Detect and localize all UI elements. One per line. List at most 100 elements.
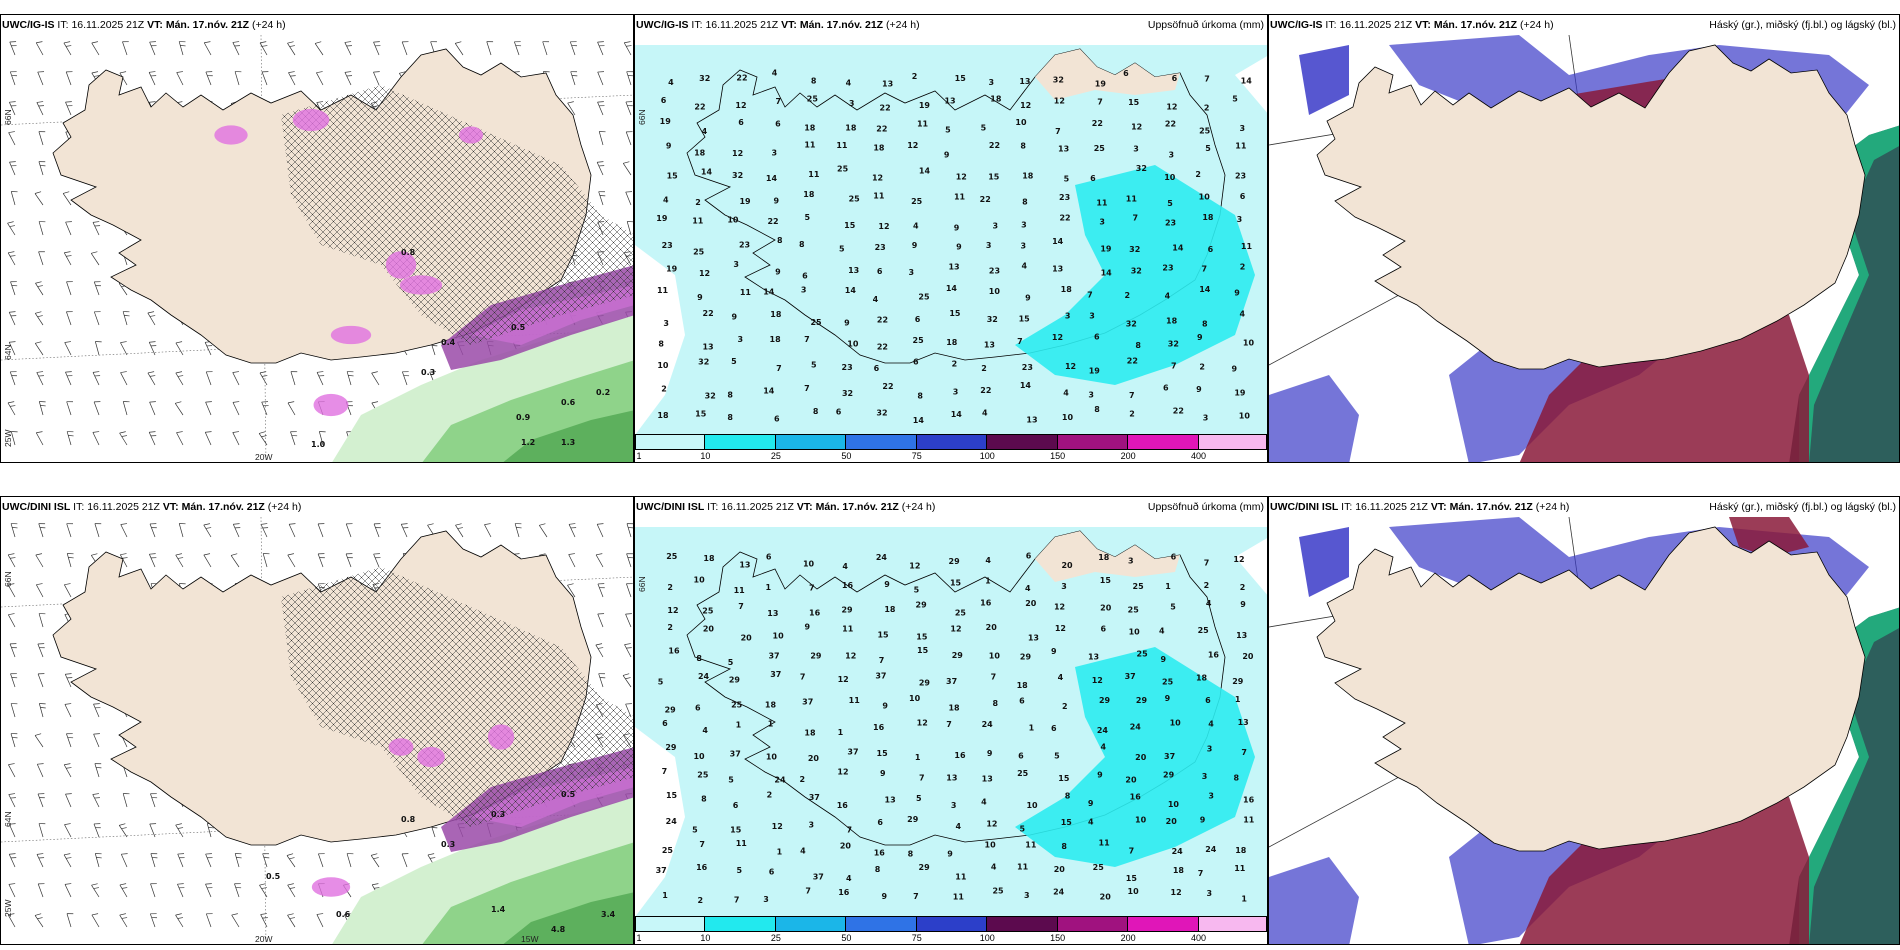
precip-value-label: 9 xyxy=(912,241,918,250)
colorbar-segment xyxy=(775,434,847,450)
precip-value-label: 11 xyxy=(1099,838,1111,847)
precip-value-label: 13 xyxy=(944,96,955,105)
precip-title: Uppsöfnuð úrkoma (mm) xyxy=(1147,501,1264,513)
precip-value-label: 13 xyxy=(767,609,778,618)
precip-value-label: 7 xyxy=(776,97,782,106)
precip-value-label: 12 xyxy=(732,149,743,158)
precip-value-label: 24 xyxy=(876,553,888,562)
precip-value-label: 15 xyxy=(877,630,889,639)
precip-value-label: 3 xyxy=(1133,144,1139,153)
precip-value-label: 22 xyxy=(1165,120,1176,129)
precip-value-label: 29 xyxy=(919,863,931,872)
snow-value-label: 0.2 xyxy=(596,388,610,397)
precip-value-label: 6 xyxy=(1094,332,1100,341)
precip-value-label: 7 xyxy=(804,335,810,344)
precip-value-label: 15 xyxy=(988,172,1000,181)
precip-value-label: 10 xyxy=(727,216,739,225)
precip-value-label: 11 xyxy=(1243,815,1255,824)
snow-value-label: 4.8 xyxy=(551,925,566,934)
precip-value-label: 7 xyxy=(1171,362,1177,371)
precip-value-label: 1 xyxy=(1241,895,1247,904)
precip-value-label: 2 xyxy=(1129,409,1135,418)
precip-value-label: 19 xyxy=(656,214,668,223)
snow-value-label: 0.5 xyxy=(511,323,526,332)
panel-header: UWC/DINI ISL IT: 16.11.2025 21Z VT: Mán.… xyxy=(636,501,936,513)
precip-value-label: 16 xyxy=(838,888,850,897)
precip-value-label: 10 xyxy=(1015,118,1027,127)
precip-value-label: 19 xyxy=(660,117,672,126)
precip-value-label: 23 xyxy=(842,363,853,372)
colorbar-tick-label: 100 xyxy=(979,451,995,461)
precip-value-label: 25 xyxy=(693,248,705,257)
precip-value-label: 3 xyxy=(663,319,669,328)
precip-value-label: 20 xyxy=(986,623,998,632)
precip-value-label: 12 xyxy=(1131,123,1142,132)
precip-value-label: 7 xyxy=(804,384,810,393)
precip-value-label: 6 xyxy=(1172,74,1178,83)
precip-value-label: 7 xyxy=(1129,846,1135,855)
precip-value-label: 15 xyxy=(667,172,679,181)
precip-value-label: 29 xyxy=(907,815,919,824)
precip-value-label: 25 xyxy=(849,195,861,204)
precip-value-label: 8 xyxy=(1061,842,1067,851)
colorbar-tick-label: 1 xyxy=(636,933,642,943)
precip-value-label: 6 xyxy=(802,272,808,281)
precip-value-label: 18 xyxy=(1061,285,1073,294)
precip-value-label: 11 xyxy=(692,216,704,225)
precip-value-label: 18 xyxy=(1235,846,1247,855)
snow-value-label: 0.8 xyxy=(401,248,416,257)
precip-value-label: 7 xyxy=(913,892,919,901)
precip-value-label: 6 xyxy=(1208,245,1214,254)
precip-value-label: 13 xyxy=(946,774,957,783)
precip-value-label: 25 xyxy=(731,700,743,709)
precip-value-label: 9 xyxy=(956,242,962,251)
precip-value-label: 9 xyxy=(1097,770,1103,779)
precip-value-label: 2 xyxy=(1062,702,1068,711)
precip-value-label: 9 xyxy=(804,623,810,632)
precip-value-label: 25 xyxy=(1017,769,1029,778)
precip-value-label: 15 xyxy=(1019,314,1031,323)
precip-value-label: 16 xyxy=(874,849,886,858)
precip-value-label: 11 xyxy=(1234,864,1246,873)
precip-value-label: 2 xyxy=(952,360,958,369)
precip-value-label: 5 xyxy=(1170,603,1176,612)
precip-value-label: 4 xyxy=(663,195,669,204)
precip-value-label: 25 xyxy=(1162,677,1174,686)
precip-value-label: 12 xyxy=(667,606,678,615)
precip-value-label: 22 xyxy=(1173,406,1184,415)
snow-value-label: 1.2 xyxy=(521,438,535,447)
precip-value-label: 14 xyxy=(1101,269,1113,278)
precip-value-label: 4 xyxy=(982,408,988,417)
precip-value-label: 29 xyxy=(1232,677,1244,686)
precip-value-label: 7 xyxy=(1204,75,1210,84)
precip-value-label: 3 xyxy=(738,335,744,344)
precip-value-label: 8 xyxy=(1202,320,1208,329)
precip-value-label: 24 xyxy=(982,720,994,729)
precip-value-label: 10 xyxy=(1170,719,1182,728)
precip-value-label: 3 xyxy=(1021,220,1027,229)
precip-value-label: 4 xyxy=(1088,817,1094,826)
precip-value-label: 19 xyxy=(739,197,751,206)
precip-value-label: 7 xyxy=(1129,391,1135,400)
colorbar-segment xyxy=(987,434,1058,450)
precip-value-label: 3 xyxy=(809,820,815,829)
precip-value-label: 15 xyxy=(1058,774,1070,783)
precip-value-label: 29 xyxy=(952,651,964,660)
precip-value-label: 12 xyxy=(986,819,997,828)
precip-value-label: 3 xyxy=(1168,151,1174,160)
precip-value-label: 16 xyxy=(873,723,885,732)
lat-label-66n: 66N xyxy=(3,109,13,125)
precip-value-label: 6 xyxy=(769,867,775,876)
panel-header: UWC/DINI ISL IT: 16.11.2025 21Z VT: Mán.… xyxy=(1270,501,1570,513)
precip-value-label: 32 xyxy=(1131,266,1142,275)
precip-value-label: 3 xyxy=(986,241,992,250)
precip-value-label: 22 xyxy=(877,316,888,325)
colorbar-tick-label: 200 xyxy=(1120,933,1136,943)
panel-header: UWC/DINI ISL IT: 16.11.2025 21Z VT: Mán.… xyxy=(2,501,302,513)
precip-value-label: 8 xyxy=(908,850,914,859)
precip-value-label: 7 xyxy=(738,602,744,611)
precip-value-label: 16 xyxy=(696,863,708,872)
precip-value-label: 29 xyxy=(919,678,931,687)
precip-value-label: 32 xyxy=(732,171,743,180)
